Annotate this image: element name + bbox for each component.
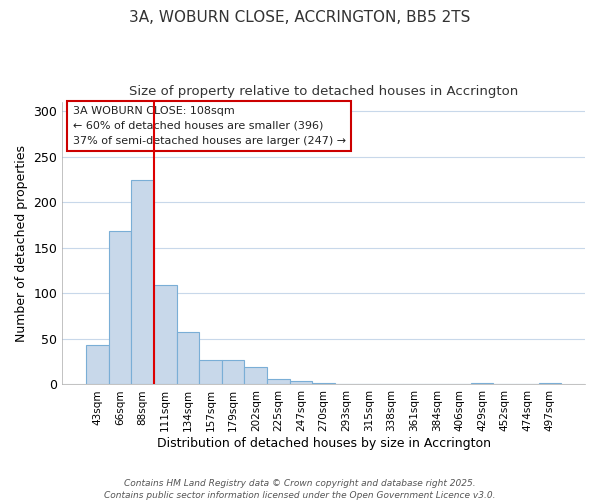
Bar — [313, 382, 335, 384]
Bar — [267, 379, 290, 384]
Bar — [539, 382, 561, 384]
Title: Size of property relative to detached houses in Accrington: Size of property relative to detached ho… — [129, 85, 518, 98]
Bar — [290, 381, 313, 384]
Text: 3A WOBURN CLOSE: 108sqm
← 60% of detached houses are smaller (396)
37% of semi-d: 3A WOBURN CLOSE: 108sqm ← 60% of detache… — [73, 106, 346, 146]
X-axis label: Distribution of detached houses by size in Accrington: Distribution of detached houses by size … — [157, 437, 491, 450]
Bar — [86, 346, 109, 385]
Bar — [199, 360, 222, 384]
Bar — [109, 232, 131, 384]
Bar — [154, 285, 176, 384]
Y-axis label: Number of detached properties: Number of detached properties — [15, 144, 28, 342]
Bar — [131, 180, 154, 384]
Bar — [222, 360, 244, 384]
Bar — [471, 382, 493, 384]
Text: 3A, WOBURN CLOSE, ACCRINGTON, BB5 2TS: 3A, WOBURN CLOSE, ACCRINGTON, BB5 2TS — [130, 10, 470, 25]
Text: Contains HM Land Registry data © Crown copyright and database right 2025.
Contai: Contains HM Land Registry data © Crown c… — [104, 478, 496, 500]
Bar — [176, 332, 199, 384]
Bar — [244, 367, 267, 384]
